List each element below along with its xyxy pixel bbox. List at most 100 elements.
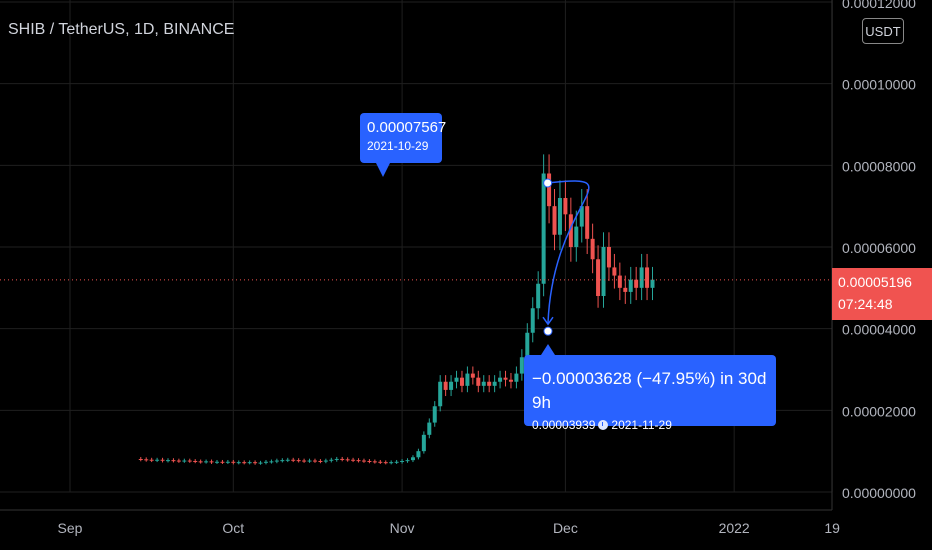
candle-body: [498, 377, 503, 382]
candle-body: [253, 462, 258, 464]
candle-body: [356, 460, 361, 462]
candle-body: [454, 377, 459, 382]
candle-body: [291, 459, 296, 461]
candle-body: [481, 381, 486, 386]
candle-body: [394, 461, 399, 463]
candle-body: [285, 459, 290, 461]
callout-pointer: [376, 163, 390, 177]
candle-body: [568, 214, 573, 247]
candle-body: [400, 460, 405, 462]
candle-body: [209, 461, 214, 463]
candle-body: [623, 287, 628, 292]
candle-body: [351, 459, 356, 461]
start-date-label: 2021-10-29: [367, 139, 429, 153]
change-callout[interactable]: −0.00003628 (−47.95%) in 30d 9h 0.000039…: [524, 355, 776, 432]
candle-body: [421, 434, 426, 452]
currency-badge[interactable]: USDT: [862, 18, 904, 44]
candle-body: [590, 238, 595, 260]
candle-body: [492, 381, 497, 386]
candle-body: [345, 459, 350, 461]
candle-body: [198, 461, 203, 463]
candle-body: [214, 461, 219, 463]
candle-body: [296, 460, 301, 462]
candle-body: [269, 461, 274, 463]
candle-body: [416, 451, 421, 458]
candle-body: [525, 332, 530, 358]
change-arrow: [547, 180, 590, 324]
y-tick-label: 0.00004000: [842, 322, 916, 338]
candle-body: [585, 206, 590, 239]
candle-body: [552, 206, 557, 235]
candle-body: [547, 173, 552, 207]
y-tick-label: 0.00006000: [842, 240, 916, 256]
y-tick-label: 0.00000000: [842, 485, 916, 501]
candle-body: [541, 173, 546, 284]
candle-body: [476, 377, 481, 386]
callout-pointer: [541, 344, 555, 355]
candle-body: [596, 259, 601, 296]
candle-body: [182, 460, 187, 462]
candle-body: [574, 226, 579, 247]
candle-body: [645, 267, 650, 288]
x-tick-label: Dec: [553, 520, 578, 536]
x-tick-label: Sep: [58, 520, 83, 536]
candle-body: [274, 460, 279, 462]
candle-body: [503, 377, 508, 380]
y-tick-label: 0.00012000: [842, 0, 916, 11]
start-point-callout[interactable]: 0.00007567 2021-10-29: [360, 113, 447, 163]
candle-body: [405, 460, 410, 462]
end-price-label: 0.00003939: [532, 418, 596, 432]
candle-body: [536, 283, 541, 309]
candle-body: [361, 460, 366, 462]
start-point-marker: [543, 178, 553, 188]
symbol-title[interactable]: SHIB / TetherUS, 1D, BINANCE: [8, 21, 235, 38]
candle-body: [323, 460, 328, 462]
candle-body: [530, 308, 535, 333]
start-price-label: 0.00007567: [367, 119, 447, 136]
candle-body: [443, 381, 448, 390]
candle-body: [487, 381, 492, 386]
x-tick-label: Oct: [222, 520, 244, 536]
current-price-tag: 0.00005196 07:24:48: [832, 268, 932, 320]
candle-body: [302, 460, 307, 462]
current-price-value: 0.00005196: [838, 274, 912, 290]
candle-body: [465, 373, 470, 386]
candle-body: [628, 279, 633, 292]
candle-body: [617, 275, 622, 288]
x-tick-label: Nov: [390, 520, 415, 536]
candle-body: [519, 357, 524, 374]
candle-body: [334, 458, 339, 460]
candle-body: [367, 460, 372, 462]
candle-body: [204, 461, 209, 463]
candle-body: [438, 381, 443, 407]
end-date-label: 2021-11-29: [611, 418, 672, 432]
candle-body: [383, 462, 388, 464]
candle-body: [329, 459, 334, 461]
candle-body: [225, 461, 230, 463]
arrow-head: [542, 316, 554, 326]
candle-body: [165, 460, 170, 462]
candle-body: [312, 460, 317, 462]
candle-body: [427, 422, 432, 435]
change-summary: −0.00003628 (−47.95%) in 30d 9h: [532, 369, 767, 412]
candle-body: [231, 461, 236, 463]
candle-body: [149, 459, 154, 461]
candle-body: [612, 267, 617, 276]
candle-body: [470, 373, 475, 378]
candle-body: [634, 279, 639, 288]
candle-body: [236, 462, 241, 464]
candle-body: [378, 461, 383, 463]
candle-body: [508, 379, 513, 382]
clock-icon: [598, 420, 609, 430]
candle-body: [606, 247, 611, 268]
candle-body: [220, 461, 225, 463]
y-tick-label: 0.00010000: [842, 77, 916, 93]
candle-body: [449, 381, 454, 390]
x-tick-label: 2022: [719, 520, 750, 536]
candle-body: [263, 461, 268, 463]
candle-body: [187, 460, 192, 462]
candle-body: [307, 460, 312, 462]
candle-body: [514, 373, 519, 382]
candle-body: [389, 462, 394, 464]
